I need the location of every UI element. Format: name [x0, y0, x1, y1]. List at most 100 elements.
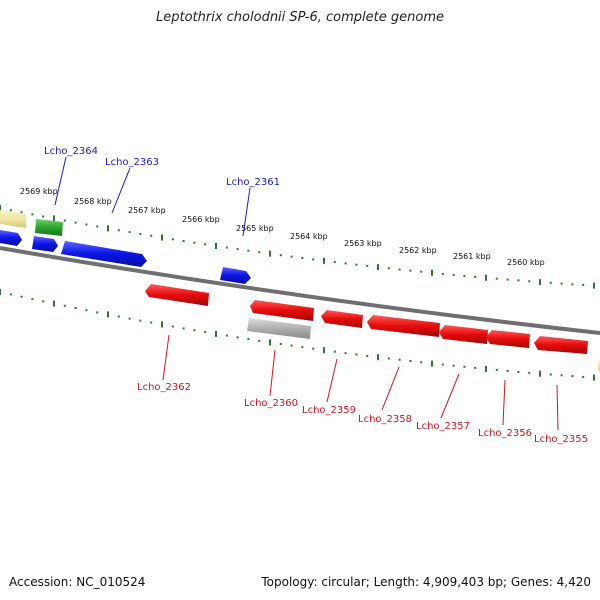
- minor-tick: [85, 309, 88, 312]
- gene-label-reverse[interactable]: Lcho_2355: [534, 434, 588, 445]
- gene-label-reverse[interactable]: Lcho_2360: [244, 398, 298, 409]
- minor-tick: [236, 248, 239, 251]
- minor-tick: [333, 350, 336, 353]
- minor-tick: [247, 338, 250, 341]
- minor-tick: [387, 267, 390, 270]
- gene-label-reverse[interactable]: Lcho_2359: [302, 405, 356, 416]
- minor-tick: [355, 263, 358, 266]
- minor-tick: [31, 213, 34, 216]
- minor-tick: [74, 307, 77, 309]
- minor-tick: [344, 262, 347, 265]
- gene-label-reverse[interactable]: Lcho_2362: [137, 382, 191, 393]
- minor-tick: [506, 278, 509, 281]
- major-tick: [0, 289, 1, 295]
- major-tick: [377, 354, 379, 361]
- minor-tick: [517, 370, 520, 373]
- minor-tick: [495, 368, 498, 371]
- minor-tick: [549, 373, 552, 376]
- minor-tick: [20, 211, 23, 214]
- minor-tick: [387, 357, 390, 360]
- gene-arrow-forward[interactable]: [220, 267, 251, 284]
- minor-tick: [258, 251, 261, 254]
- minor-tick: [517, 279, 520, 282]
- major-tick: [0, 205, 1, 211]
- genome-title: Leptothrix cholodnii SP-6, complete geno…: [156, 10, 444, 25]
- minor-tick: [452, 364, 455, 367]
- gene-arrow-other[interactable]: [0, 210, 26, 228]
- gene-arrow-reverse[interactable]: [486, 330, 530, 348]
- gene-arrow-reverse[interactable]: [367, 315, 440, 337]
- minor-tick: [301, 346, 304, 349]
- gene-arrow-reverse[interactable]: [534, 336, 588, 354]
- minor-tick: [474, 366, 477, 369]
- minor-tick: [452, 273, 455, 276]
- minor-tick: [225, 334, 228, 337]
- minor-tick: [193, 329, 196, 332]
- forward-gene-labels: Lcho_2364 Lcho_2363 Lcho_2361: [44, 146, 280, 237]
- minor-tick: [204, 243, 207, 246]
- minor-tick: [31, 298, 34, 301]
- minor-tick: [582, 284, 585, 286]
- minor-tick: [42, 300, 45, 303]
- minor-tick: [301, 257, 304, 259]
- minor-tick: [290, 344, 293, 347]
- gene-label-reverse[interactable]: Lcho_2358: [358, 414, 412, 425]
- minor-tick: [117, 229, 120, 232]
- minor-tick: [258, 339, 261, 342]
- gene-arrow-forward[interactable]: [61, 241, 147, 267]
- minor-tick: [182, 240, 185, 242]
- minor-tick: [96, 225, 99, 228]
- gene-arrow-forward[interactable]: [32, 236, 58, 252]
- minor-tick: [474, 275, 477, 278]
- gene-label-reverse[interactable]: Lcho_2356: [478, 428, 532, 439]
- major-tick: [269, 339, 271, 346]
- major-tick: [107, 225, 109, 232]
- major-tick: [107, 311, 109, 318]
- minor-tick: [463, 365, 466, 368]
- minor-tick: [344, 352, 347, 355]
- gene-arrow-forward[interactable]: [0, 230, 22, 246]
- major-tick: [593, 282, 595, 289]
- minor-tick: [549, 281, 552, 284]
- minor-tick: [128, 231, 131, 234]
- major-tick: [539, 370, 541, 377]
- gene-arrow-reverse[interactable]: [321, 310, 363, 328]
- major-tick: [431, 360, 433, 367]
- ruler-label: 2566 kbp: [182, 215, 220, 224]
- genome-summary: Topology: circular; Length: 4,909,403 bp…: [261, 575, 591, 589]
- minor-tick: [398, 268, 401, 271]
- ruler-label: 2569 kbp: [20, 187, 58, 196]
- minor-tick: [441, 363, 444, 366]
- minor-tick: [528, 280, 531, 283]
- major-tick: [215, 330, 217, 337]
- minor-tick: [366, 354, 369, 357]
- gene-arrow-reverse[interactable]: [145, 284, 209, 306]
- major-tick: [431, 269, 433, 276]
- minor-tick: [571, 283, 574, 286]
- minor-tick: [312, 258, 315, 261]
- gene-arrow-reverse[interactable]: [439, 325, 488, 344]
- minor-tick: [560, 374, 563, 377]
- minor-tick: [150, 234, 153, 237]
- reverse-strand-genes: [145, 284, 600, 372]
- major-tick: [53, 300, 55, 307]
- forward-strand-genes: [0, 210, 251, 284]
- minor-tick: [441, 272, 444, 275]
- minor-tick: [128, 317, 131, 320]
- minor-tick: [182, 327, 185, 330]
- minor-tick: [560, 282, 563, 285]
- minor-tick: [312, 347, 315, 350]
- gene-arrow-reverse[interactable]: [250, 300, 314, 321]
- gene-arrow-pseudo[interactable]: [247, 318, 311, 339]
- gene-label-forward[interactable]: Lcho_2364: [44, 146, 98, 157]
- gene-arrow-rna[interactable]: [35, 219, 63, 236]
- minor-tick: [42, 215, 45, 218]
- gene-label-reverse[interactable]: Lcho_2357: [416, 421, 470, 432]
- reverse-gene-labels: Lcho_2362 Lcho_2360 Lcho_2359 Lcho_2358 …: [137, 334, 588, 445]
- minor-tick: [171, 238, 174, 241]
- gene-label-forward[interactable]: Lcho_2361: [226, 177, 280, 188]
- gene-label-forward[interactable]: Lcho_2363: [105, 157, 159, 168]
- minor-tick: [193, 241, 196, 244]
- major-tick: [323, 257, 325, 264]
